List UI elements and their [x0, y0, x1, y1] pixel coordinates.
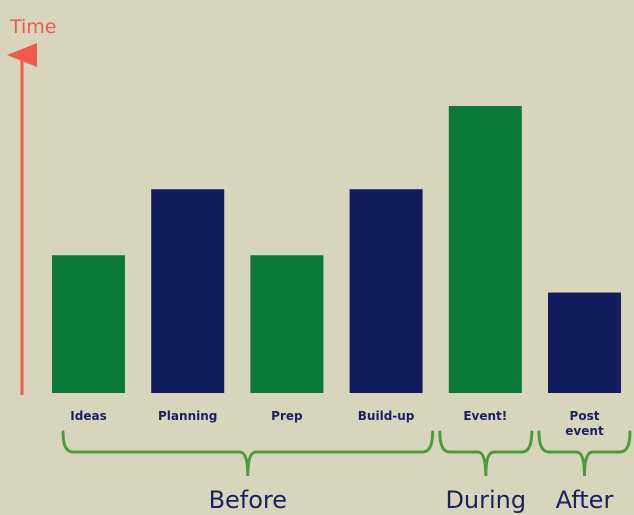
category-label-line: event [565, 424, 604, 438]
category-label-3: Build-up [358, 409, 415, 423]
category-label-1: Planning [158, 409, 217, 423]
category-label-line: Planning [158, 409, 217, 423]
category-labels-group: Ideas Planning Prep Build-up Event! Post event [70, 409, 604, 438]
phase-bracket-2 [537, 430, 632, 477]
category-label-2: Prep [271, 409, 303, 423]
phase-bracket-1 [438, 430, 534, 477]
phase-label-0: Before [209, 486, 287, 514]
category-label-5: Post event [565, 409, 604, 438]
category-label-line: Build-up [358, 409, 415, 423]
phase-label-1: During [445, 486, 526, 514]
category-label-4: Event! [463, 409, 507, 423]
y-axis-title: Time [9, 16, 57, 38]
category-label-line: Prep [271, 409, 303, 423]
bar-2 [250, 255, 324, 393]
bars-group [52, 106, 621, 393]
bar-1 [151, 189, 225, 393]
phase-bracket-0 [61, 430, 435, 477]
bar-0 [52, 255, 125, 393]
category-label-line: Post [570, 409, 600, 423]
bar-3 [349, 189, 423, 393]
bar-4 [448, 106, 522, 393]
category-label-line: Ideas [70, 409, 106, 423]
phase-brackets-group: Before During After [61, 430, 632, 514]
bar-5 [548, 292, 621, 393]
phase-label-2: After [556, 486, 614, 514]
category-label-line: Event! [463, 409, 507, 423]
category-label-0: Ideas [70, 409, 106, 423]
